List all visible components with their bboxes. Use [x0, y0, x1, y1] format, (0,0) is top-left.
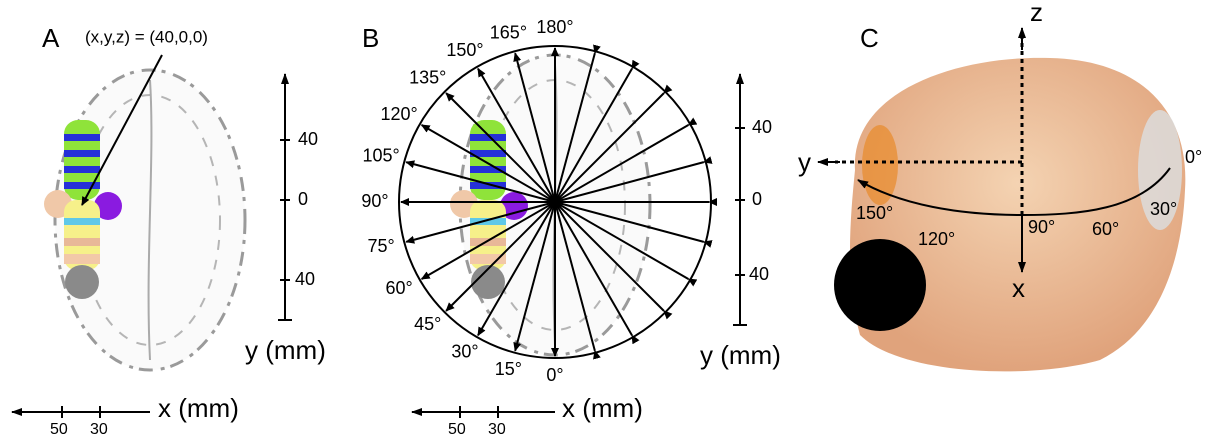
angle-label: 30° [451, 341, 478, 361]
angle-label: 0° [546, 365, 563, 385]
angle-label: 45° [414, 314, 441, 334]
angle-label: 60° [385, 278, 412, 298]
y-tick-label: 40 [298, 129, 318, 149]
axis-label: x (mm) [158, 393, 239, 423]
panel-label: B [362, 23, 379, 53]
y-tick-label: 0 [298, 189, 308, 209]
axis-label: x [1012, 273, 1025, 303]
panel-label: A [42, 23, 60, 53]
figure: A (x,y,z) = (40,0,0) 40 0 - 40 y (mm) 50… [0, 0, 1215, 438]
axis-label: z [1030, 0, 1043, 27]
angle-label: 75° [368, 236, 395, 256]
angle-label: 120° [918, 229, 955, 249]
angle-label: 15° [495, 359, 522, 379]
axis-label: y (mm) [245, 335, 326, 365]
angle-label: 120° [380, 104, 417, 124]
angle-label: 90° [1028, 217, 1055, 237]
x-tick-label: 30 [90, 421, 108, 438]
angle-label: 150° [856, 203, 893, 223]
panel-c: C z y x 0° 30° 60° 90° 120° 150° [798, 0, 1202, 371]
axis-label: x (mm) [562, 393, 643, 423]
y-tick-label: - 40 [738, 264, 769, 284]
x-tick-label: 50 [50, 421, 68, 438]
angle-label: 60° [1092, 219, 1119, 239]
panel-label: C [860, 23, 879, 53]
panel-a: A (x,y,z) = (40,0,0) 40 0 - 40 y (mm) 50… [12, 23, 326, 438]
annotation: (x,y,z) = (40,0,0) [85, 27, 208, 46]
angle-label: 180° [536, 17, 573, 37]
angle-label: 165° [490, 23, 527, 43]
y-tick-label: 40 [752, 117, 772, 137]
x-tick-label: 30 [488, 421, 506, 438]
angle-label: 30° [1150, 199, 1177, 219]
angle-label: 0° [1185, 147, 1202, 167]
y-tick-label: - 40 [284, 269, 315, 289]
axis-label: y (mm) [700, 340, 781, 370]
panel-b: B 40 0 - 40 y (mm) 50 30 x (mm) 0° 15° 30°… [361, 17, 780, 438]
axis-label: y [798, 147, 811, 177]
y-tick-label: 0 [752, 189, 762, 209]
x-tick-label: 50 [448, 421, 466, 438]
angle-label: 135° [409, 68, 446, 88]
angle-label: 90° [361, 191, 388, 211]
angle-label: 105° [363, 146, 400, 166]
angle-label: 150° [446, 40, 483, 60]
